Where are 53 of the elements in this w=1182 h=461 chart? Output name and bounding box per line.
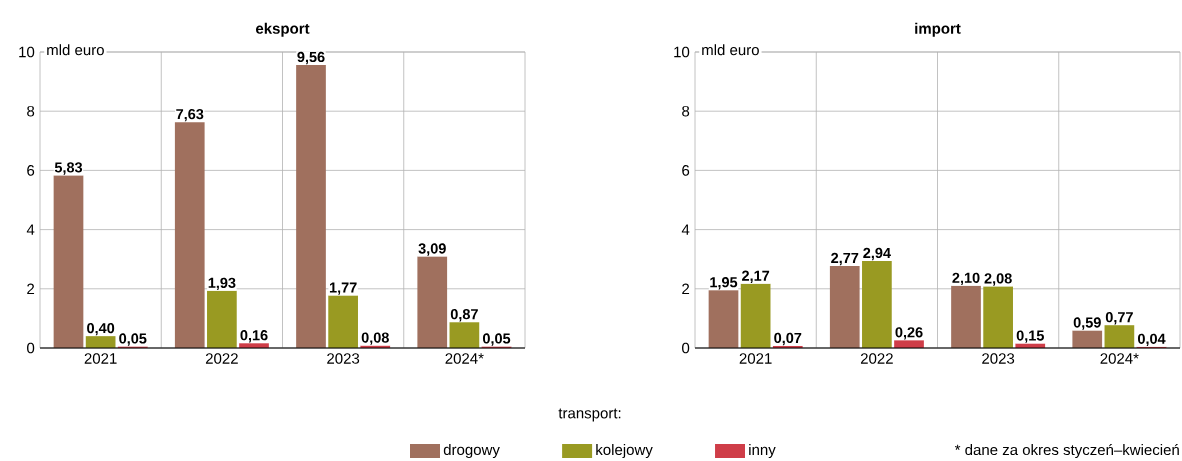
legend-label: drogowy	[443, 444, 500, 458]
data-label: 0,08	[361, 332, 389, 345]
x-tick-label: 2022	[205, 353, 238, 364]
y-tick-label: 10	[19, 46, 35, 58]
x-tick-label: 2021	[84, 353, 117, 364]
data-label: 0,40	[87, 322, 115, 336]
y-tick-label: 4	[26, 224, 35, 235]
data-label: 2,94	[863, 247, 891, 261]
legend-label: inny	[749, 444, 776, 458]
x-tick-label: 2021	[739, 353, 772, 364]
chart-title: eksport	[255, 22, 310, 37]
y-tick-label: 8	[682, 105, 690, 117]
data-label: 3,09	[418, 243, 446, 256]
data-label: 2,17	[742, 270, 770, 283]
x-tick-label: 2022	[860, 353, 893, 364]
x-tick-label: 2023	[327, 353, 360, 364]
data-label: 0,16	[240, 330, 268, 343]
data-label: 0,15	[1016, 330, 1044, 343]
data-label: 1,95	[710, 277, 738, 290]
x-tick-label: 2023	[982, 353, 1015, 364]
y-tick-label: 10	[674, 46, 690, 58]
data-label: 0,59	[1073, 317, 1101, 330]
data-label: 0,07	[774, 332, 802, 346]
x-tick-label: 2024*	[1100, 353, 1139, 364]
text: * dane za okres styczeń–kwiecień	[954, 443, 1179, 459]
y-tick-label: 4	[681, 224, 690, 235]
x-tick-label: 2024*	[445, 353, 484, 364]
y-tick-label: 2	[682, 283, 690, 295]
data-label: 0,04	[1137, 333, 1166, 347]
data-label: 7,63	[176, 108, 204, 122]
y-tick-label: 2	[27, 283, 35, 295]
data-label: 0,87	[450, 309, 478, 322]
data-label: 0,77	[1105, 312, 1133, 325]
y-tick-label: 6	[27, 165, 35, 176]
y-tick-label: 0	[682, 342, 690, 354]
data-label: 0,05	[119, 333, 147, 346]
y-tick-label: 8	[27, 105, 35, 117]
data-label: 9,56	[297, 51, 325, 65]
data-label: 0,05	[482, 333, 511, 346]
chart-title: import	[915, 22, 961, 37]
y-axis-title: mld euro	[47, 44, 104, 56]
data-label: 2,08	[984, 273, 1012, 286]
y-axis-title: mld euro	[702, 44, 759, 56]
data-label: 2,77	[831, 252, 859, 266]
data-label: 2,10	[952, 272, 980, 286]
data-label: 0,26	[895, 327, 923, 340]
legend-label: kolejowy	[596, 444, 653, 458]
legend-title: transport:	[558, 408, 621, 422]
y-tick-label: 0	[27, 342, 35, 354]
data-label: 1,93	[208, 277, 236, 291]
data-label: 5,83	[54, 162, 83, 175]
y-tick-label: 6	[682, 165, 690, 176]
data-label: 1,77	[329, 282, 357, 295]
